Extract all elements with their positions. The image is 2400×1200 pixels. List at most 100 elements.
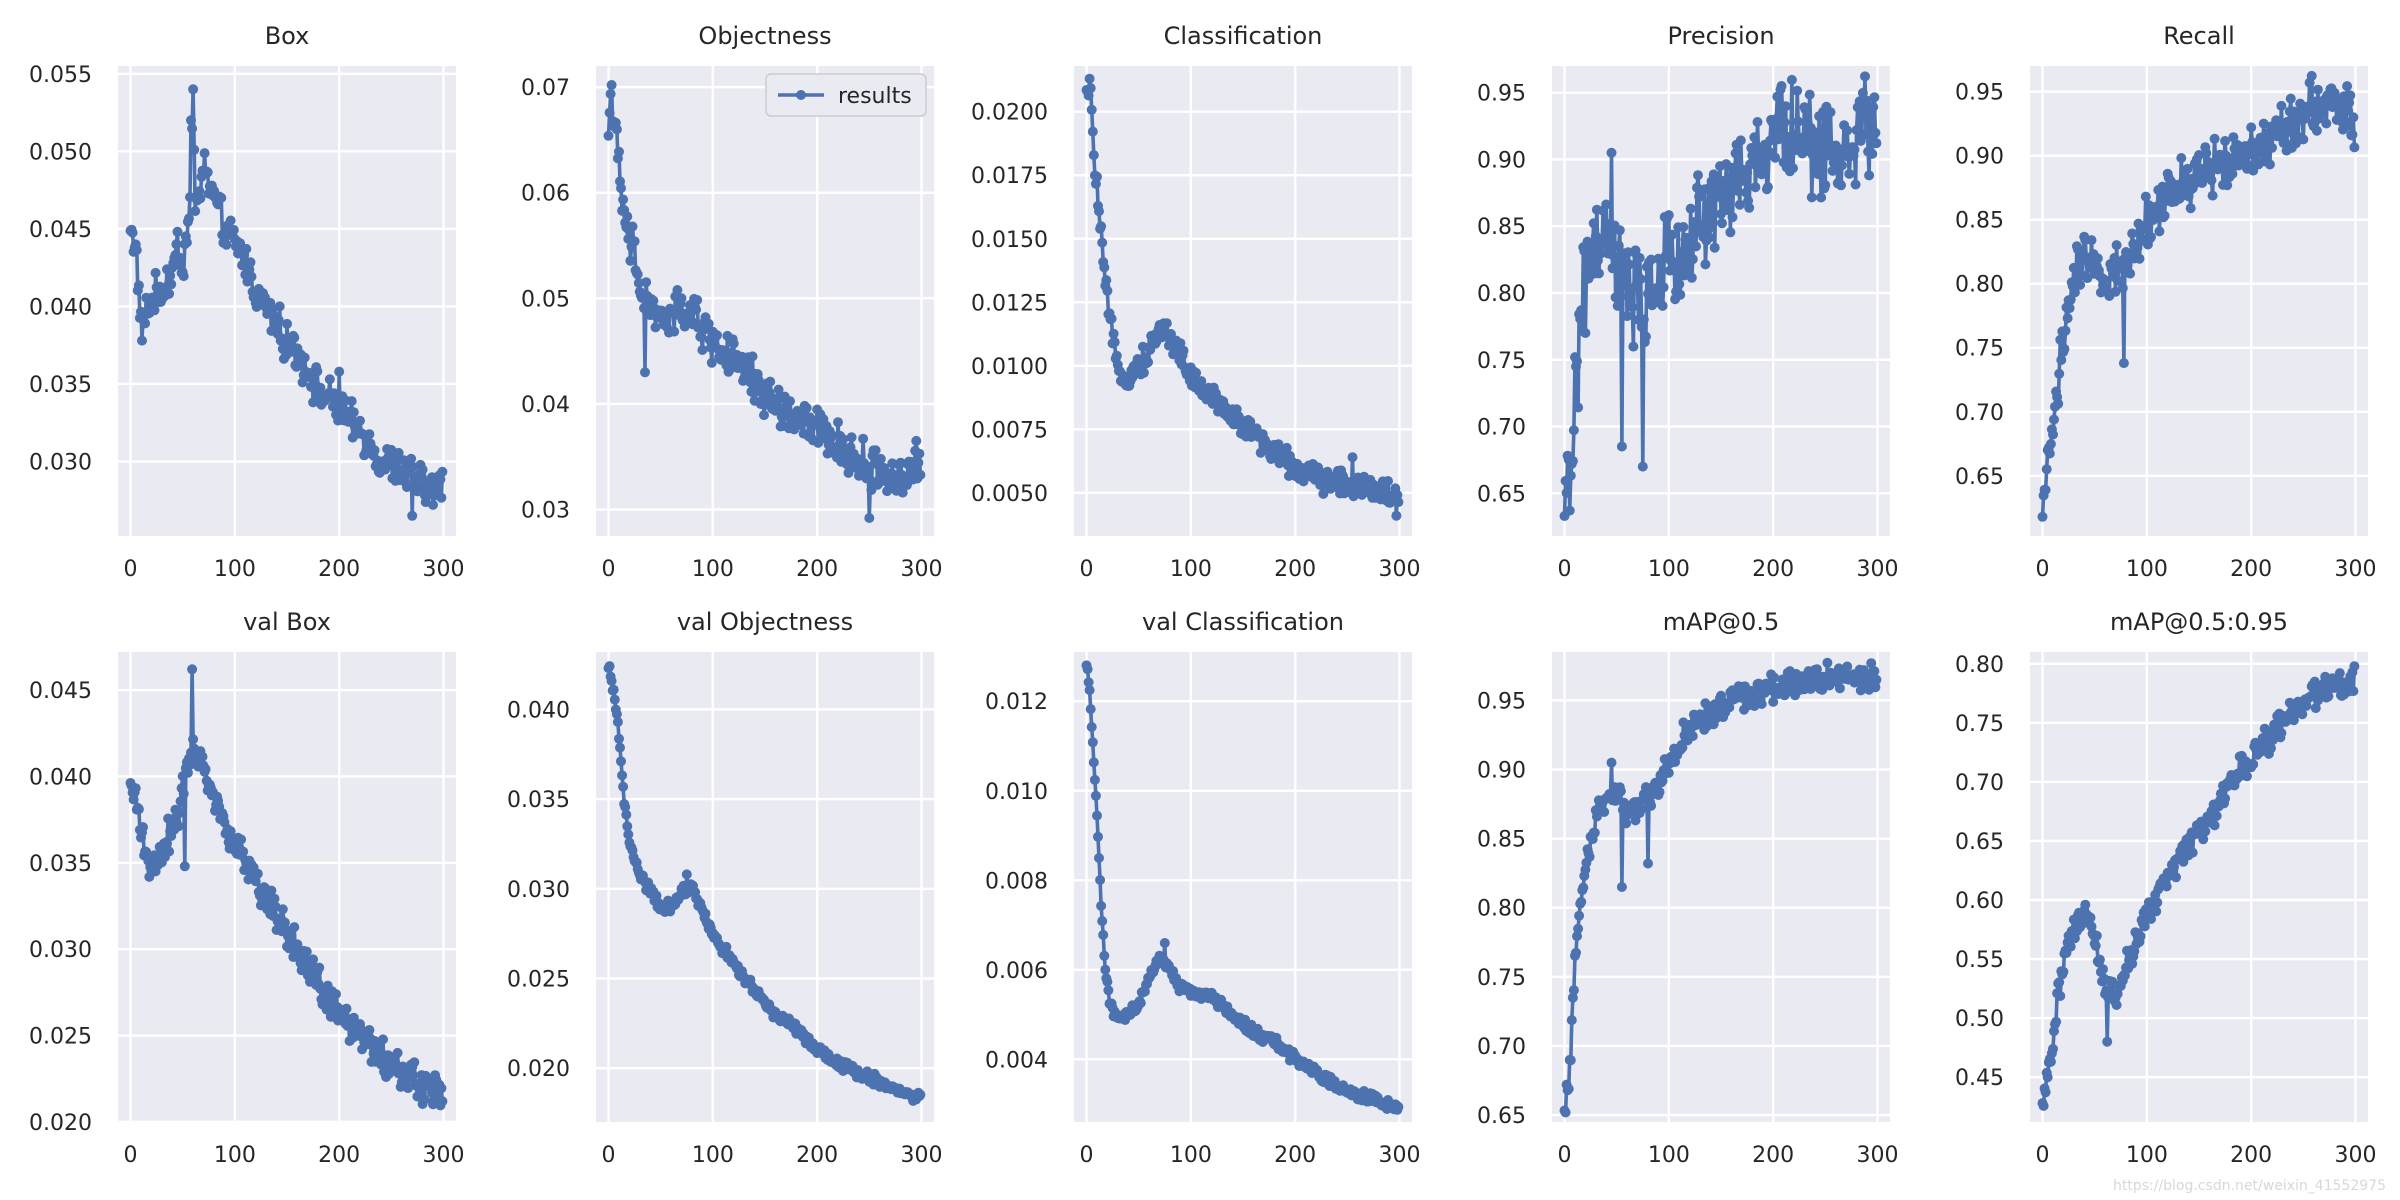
data-point — [237, 260, 248, 271]
data-point — [334, 366, 345, 377]
data-point — [1730, 148, 1741, 159]
y-tick-label: 0.50 — [1955, 1007, 2004, 1032]
data-point — [1864, 170, 1875, 181]
data-point — [1844, 168, 1855, 179]
data-point — [1834, 683, 1845, 694]
data-point — [2040, 1087, 2051, 1098]
x-tick-label: 300 — [2334, 557, 2376, 582]
data-point — [1589, 827, 1600, 838]
data-point — [2086, 235, 2097, 246]
subplot-1: 0 100 200 300 0.03 0.04 0.05 0.06 0.07 Objectness… — [521, 22, 942, 582]
data-point — [2056, 355, 2067, 365]
x-tick-label: 300 — [422, 557, 464, 582]
data-point — [1630, 245, 1641, 256]
y-tick-label: 0.75 — [1477, 349, 1526, 374]
data-point — [299, 352, 310, 363]
data-point — [2348, 112, 2359, 123]
data-point — [312, 366, 323, 377]
data-point — [364, 1025, 375, 1035]
data-point — [2227, 168, 2238, 179]
data-point — [617, 770, 628, 781]
y-tick-label: 0.030 — [29, 938, 92, 963]
data-point — [1804, 89, 1815, 100]
x-tick-label: 100 — [1170, 1143, 1212, 1168]
data-point — [197, 751, 208, 762]
y-tick-label: 0.65 — [1955, 830, 2004, 855]
data-point — [672, 285, 683, 295]
data-point — [1606, 147, 1617, 158]
data-point — [1601, 199, 1612, 210]
data-point — [1636, 322, 1647, 332]
data-point — [437, 1096, 448, 1107]
subplot-5: 0 100 200 300 0.020 0.025 0.030 0.035 0.040 0.045… — [29, 608, 464, 1168]
data-point — [407, 510, 418, 521]
data-point — [1615, 291, 1626, 302]
data-point — [1096, 221, 1107, 232]
data-point — [1815, 153, 1826, 164]
y-tick-label: 0.55 — [1955, 948, 2004, 973]
data-point — [1568, 985, 1579, 996]
data-point — [175, 796, 186, 807]
data-point — [2246, 122, 2257, 133]
data-point — [419, 1094, 430, 1105]
data-point — [1102, 976, 1113, 987]
data-point — [187, 664, 198, 675]
data-point — [174, 807, 185, 818]
y-tick-label: 0.75 — [1955, 337, 2004, 362]
data-point — [915, 1089, 926, 1100]
data-point — [1106, 313, 1117, 324]
data-point — [277, 904, 288, 915]
data-point — [1086, 104, 1097, 115]
data-point — [1868, 102, 1879, 112]
data-point — [183, 213, 194, 224]
data-point — [833, 417, 843, 428]
data-point — [2048, 1043, 2058, 1054]
x-tick-label: 300 — [1856, 557, 1898, 582]
data-point — [1724, 702, 1735, 713]
data-point — [1094, 853, 1104, 863]
data-point — [865, 475, 876, 486]
data-point — [1281, 442, 1292, 453]
data-point — [648, 295, 659, 306]
data-point — [1347, 452, 1358, 463]
data-point — [2187, 847, 2198, 858]
data-point — [2306, 70, 2317, 81]
data-point — [759, 410, 769, 421]
data-point — [1591, 811, 1602, 822]
data-point — [681, 869, 692, 880]
data-point — [608, 684, 619, 695]
x-tick-label: 200 — [318, 1143, 360, 1168]
series-results — [1559, 657, 1882, 1118]
y-tick-label: 0.0150 — [971, 228, 1048, 253]
y-tick-label: 0.020 — [29, 1111, 92, 1136]
data-point — [1800, 104, 1811, 115]
data-point — [911, 435, 922, 446]
data-point — [432, 484, 443, 495]
data-point — [1085, 704, 1096, 715]
x-tick-label: 200 — [796, 1143, 838, 1168]
x-tick-label: 0 — [1558, 1143, 1572, 1168]
y-tick-label: 0.030 — [507, 878, 570, 903]
data-point — [1628, 341, 1639, 352]
data-point — [1822, 657, 1833, 668]
data-point — [1674, 279, 1685, 290]
data-point — [2098, 964, 2108, 975]
y-tick-label: 0.75 — [1955, 712, 2004, 737]
data-point — [870, 445, 881, 456]
data-point — [1564, 505, 1575, 516]
data-point — [202, 167, 213, 178]
y-tick-label: 0.040 — [29, 765, 92, 790]
data-point — [149, 305, 160, 316]
data-point — [403, 1083, 413, 1094]
data-point — [2062, 313, 2073, 324]
data-point — [2058, 966, 2069, 977]
data-point — [221, 239, 232, 250]
data-point — [1612, 300, 1623, 311]
data-point — [721, 941, 732, 952]
data-point — [1646, 254, 1657, 265]
y-tick-label: 0.80 — [1477, 282, 1526, 307]
x-tick-label: 200 — [318, 557, 360, 582]
y-tick-label: 0.05 — [521, 287, 570, 312]
data-point — [605, 88, 616, 99]
data-point — [1837, 160, 1847, 171]
